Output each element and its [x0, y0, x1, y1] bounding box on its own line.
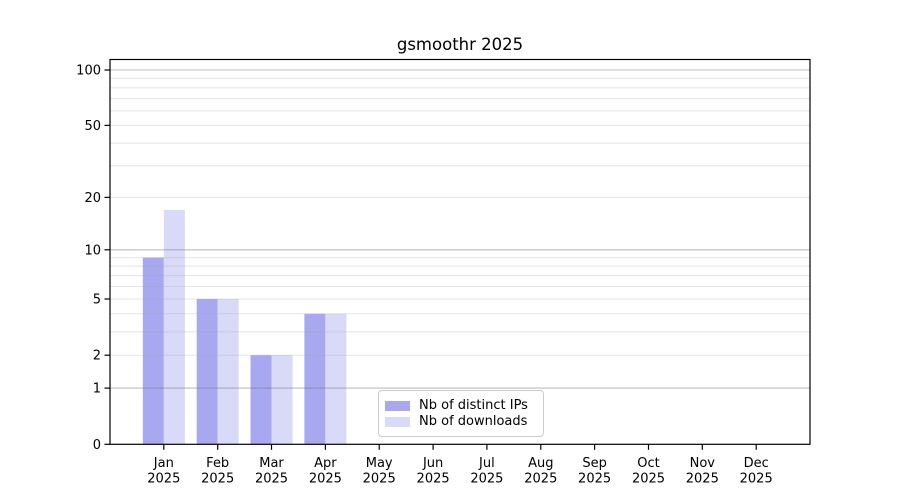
y-tick-label: 100 [76, 64, 101, 79]
y-tick-label: 10 [84, 243, 101, 258]
x-tick-label: Dec 2025 [740, 456, 773, 487]
legend-item-downloads: Nb of downloads [385, 414, 535, 429]
y-tick-label: 1 [93, 382, 101, 397]
bar-apr-downloads [325, 313, 347, 445]
y-tick-label: 20 [84, 191, 101, 206]
x-tick-label: Nov 2025 [686, 456, 719, 487]
x-tick-label: Oct 2025 [632, 456, 665, 487]
x-tick-label: Jun 2025 [417, 456, 450, 487]
x-tick-label: Apr 2025 [309, 456, 342, 487]
y-tick-label: 0 [93, 438, 101, 453]
bar-mar-distinct-ips [250, 355, 272, 445]
legend-label-downloads: Nb of downloads [419, 414, 528, 429]
x-tick-label: Feb 2025 [201, 456, 234, 487]
y-tick-label: 50 [84, 119, 101, 134]
bar-feb-downloads [217, 299, 239, 445]
x-tick-label: Jan 2025 [147, 456, 180, 487]
x-tick-label: Aug 2025 [524, 456, 557, 487]
plot-border [109, 58, 811, 445]
bar-feb-distinct-ips [196, 299, 218, 445]
legend-item-distinct-ips: Nb of distinct IPs [385, 398, 535, 413]
bar-apr-distinct-ips [304, 313, 326, 445]
x-tick-label: Jul 2025 [470, 456, 503, 487]
y-tick-label: 5 [93, 293, 101, 308]
legend-label-distinct-ips: Nb of distinct IPs [419, 398, 528, 413]
chart-title: gsmoothr 2025 [396, 35, 524, 54]
bar-jan-downloads [163, 209, 185, 445]
legend-swatch-downloads [385, 416, 410, 427]
legend-swatch-distinct-ips [385, 400, 410, 411]
x-tick-label: Sep 2025 [578, 456, 611, 487]
x-tick-label: Mar 2025 [255, 456, 288, 487]
bar-jan-distinct-ips [142, 257, 164, 445]
legend: Nb of distinct IPs Nb of downloads [378, 390, 544, 437]
bar-mar-downloads [271, 355, 293, 445]
y-tick-label: 2 [93, 349, 101, 364]
x-tick-label: May 2025 [363, 456, 396, 487]
